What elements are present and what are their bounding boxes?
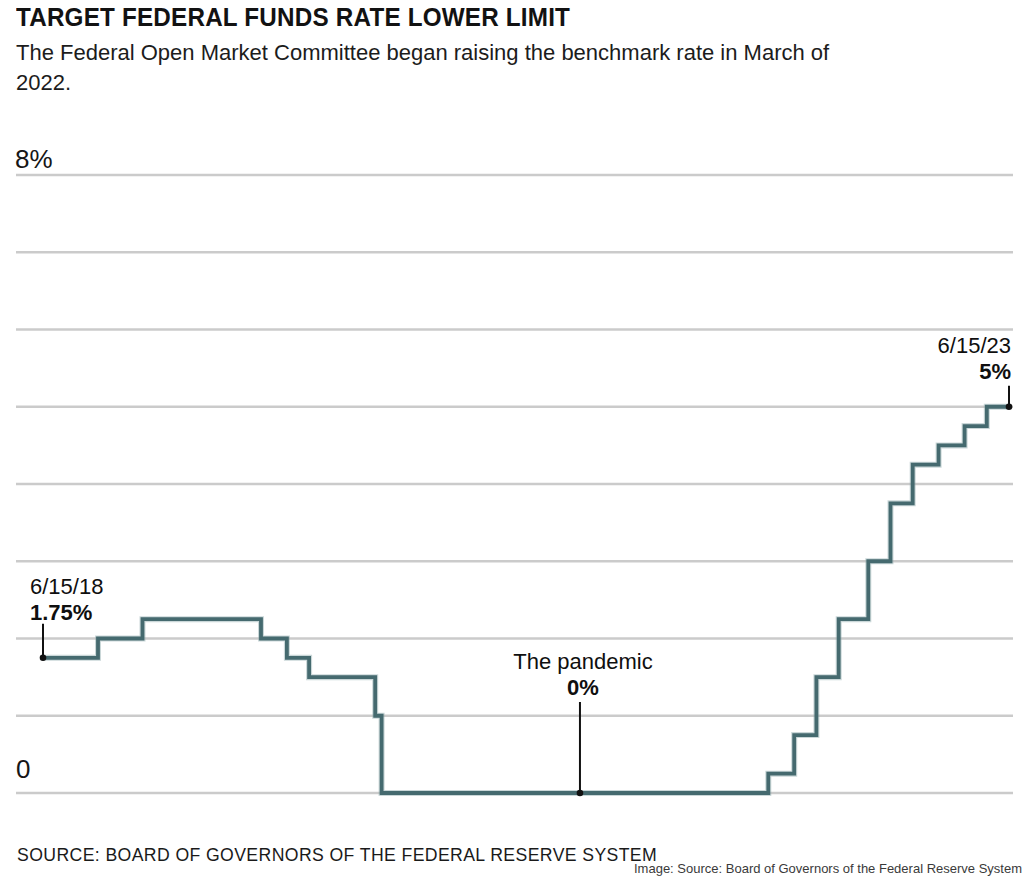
y-axis-label-bottom: 0 — [16, 754, 30, 785]
annotation-pandemic-label: The pandemic — [513, 649, 652, 675]
rate-line — [43, 407, 1009, 793]
annotation-pandemic: The pandemic 0% — [513, 649, 652, 701]
rate-step-chart — [0, 0, 1024, 882]
annotation-dot-start — [40, 655, 47, 662]
annotation-end: 6/15/23 5% — [938, 333, 1011, 385]
rate-line-halo — [43, 407, 1009, 793]
chart-page: TARGET FEDERAL FUNDS RATE LOWER LIMIT Th… — [0, 0, 1024, 882]
source-credit: SOURCE: BOARD OF GOVERNORS OF THE FEDERA… — [17, 845, 657, 866]
annotation-end-date: 6/15/23 — [938, 333, 1011, 359]
annotation-dot-pandemic — [577, 790, 584, 797]
annotation-start-value: 1.75% — [30, 600, 103, 626]
image-attribution: Image: Source: Board of Governors of the… — [634, 861, 1022, 876]
y-axis-label-top: 8% — [15, 144, 53, 175]
annotation-start: 6/15/18 1.75% — [30, 574, 103, 626]
annotation-end-value: 5% — [938, 359, 1011, 385]
annotation-start-date: 6/15/18 — [30, 574, 103, 600]
annotation-pandemic-value: 0% — [513, 675, 652, 701]
annotation-dot-end — [1006, 403, 1013, 410]
